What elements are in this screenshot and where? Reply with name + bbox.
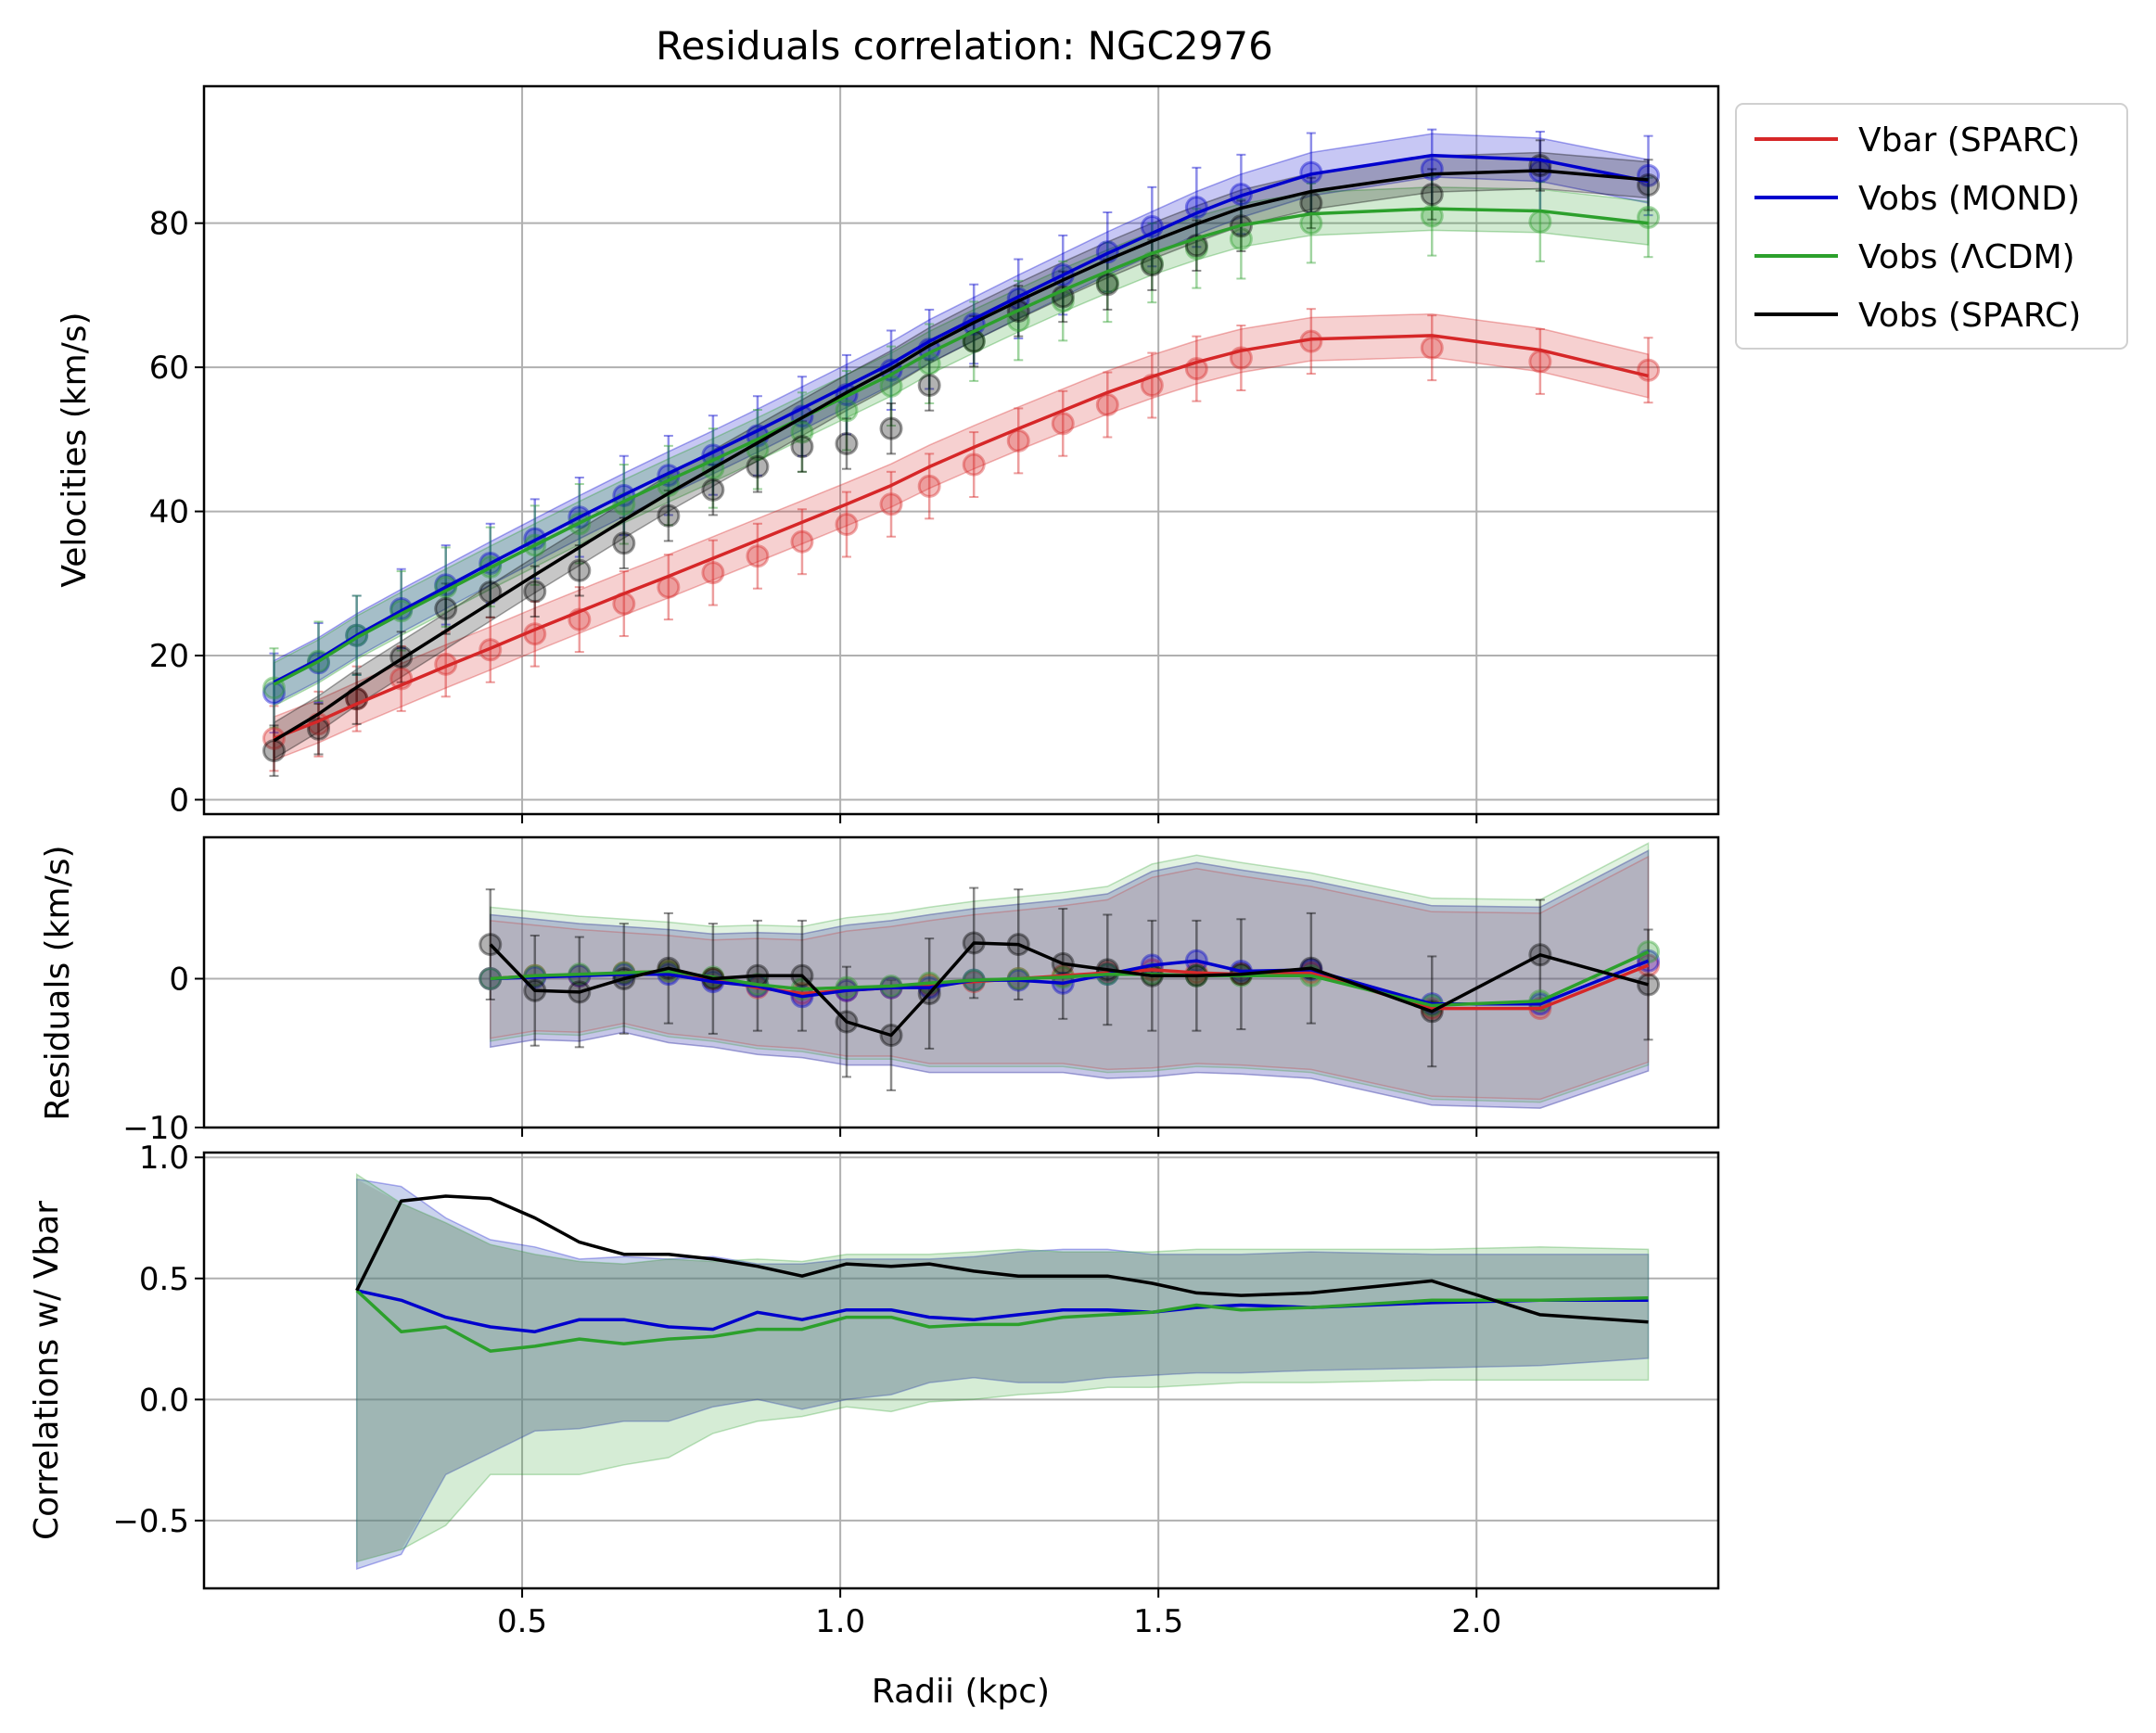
point-vobs-sparc bbox=[523, 580, 547, 604]
point-vobs-sparc bbox=[746, 454, 770, 478]
point-vbar-sparc bbox=[1006, 428, 1030, 452]
point-vbar-sparc bbox=[701, 561, 725, 585]
velocities-grid bbox=[204, 86, 1718, 823]
line-vobs-sparc bbox=[273, 169, 1649, 743]
y-tick-label: 0.0 bbox=[139, 1382, 189, 1419]
point-vobs-sparc bbox=[657, 503, 681, 528]
legend: Vbar (SPARC) Vobs (MOND) Vobs (ΛCDM) Vobs (… bbox=[1735, 103, 2128, 350]
point-vbar-sparc bbox=[746, 544, 770, 568]
point-vobs-cdm bbox=[1229, 227, 1253, 251]
correlations-ylabel: Correlations w/ Vbar bbox=[28, 1201, 66, 1540]
point-vobs-sparc bbox=[612, 531, 636, 555]
band-vobs-sparc bbox=[273, 151, 1650, 760]
velocities-panel: 0 20 40 60 80 Velocities (km/s) bbox=[56, 84, 1720, 823]
legend-box bbox=[1735, 103, 2128, 350]
x-axis-label: Radii (kpc) bbox=[872, 1673, 1050, 1711]
residual-band bbox=[490, 849, 1650, 1109]
point-vbar-sparc bbox=[1051, 412, 1075, 436]
line-vobs-sparc bbox=[489, 941, 1649, 1038]
legend-label-vobs-sparc: Vobs (SPARC) bbox=[1858, 297, 2081, 335]
point-vobs-sparc bbox=[1095, 273, 1119, 297]
line-vobs-mond bbox=[273, 153, 1649, 684]
y-tick-label: −10 bbox=[122, 1110, 189, 1147]
point-vbar-sparc bbox=[962, 452, 986, 477]
y-tick-label: −0.5 bbox=[112, 1503, 189, 1540]
band-vbar-sparc bbox=[273, 312, 1650, 761]
band-vobs-mond bbox=[273, 133, 1650, 706]
line-vobs-sparc bbox=[355, 1194, 1649, 1324]
y-tick-label: 0 bbox=[169, 961, 189, 998]
correlations-y-ticks: −0.5 0.0 0.5 1.0 bbox=[112, 1140, 204, 1540]
point-vobs-cdm bbox=[1637, 940, 1661, 964]
point-vobs-cdm bbox=[1637, 205, 1661, 229]
band-overlap bbox=[356, 1179, 1649, 1562]
point-vobs-sparc bbox=[1299, 191, 1323, 215]
y-tick-label: 1.0 bbox=[139, 1140, 189, 1177]
point-vobs-sparc bbox=[568, 558, 592, 582]
residuals-y-ticks: 0 −10 bbox=[122, 961, 204, 1147]
point-vobs-sparc bbox=[835, 432, 859, 456]
correlations-grid bbox=[204, 1153, 1718, 1598]
band-vobs-cdm bbox=[273, 186, 1650, 707]
point-vbar-sparc bbox=[917, 474, 941, 498]
y-tick-label: 80 bbox=[149, 206, 189, 243]
legend-label-vobs-mond: Vobs (MOND) bbox=[1858, 180, 2080, 218]
point-vobs-cdm bbox=[790, 420, 814, 444]
velocities-frame bbox=[202, 84, 1720, 816]
correlations-bands bbox=[355, 1173, 1650, 1571]
correlations-frame bbox=[202, 1151, 1720, 1590]
velocities-lines bbox=[273, 153, 1649, 743]
correlations-panel: −0.5 0.0 0.5 1.0 Correlations w/ Vbar bbox=[28, 1140, 1720, 1598]
y-tick-label: 60 bbox=[149, 350, 189, 387]
x-tick-label: 0.5 bbox=[497, 1603, 547, 1640]
point-vobs-sparc bbox=[262, 739, 286, 763]
residuals-panel: 0 −10 Residuals (km/s) bbox=[39, 835, 1720, 1147]
point-vbar-sparc bbox=[879, 492, 903, 516]
point-vbar-sparc bbox=[1095, 393, 1119, 417]
band-vobs-mond bbox=[355, 1178, 1650, 1571]
point-vobs-cdm bbox=[1420, 204, 1444, 228]
velocities-ylabel: Velocities (km/s) bbox=[56, 312, 94, 587]
point-vbar-sparc bbox=[262, 726, 286, 750]
line-vobs-cdm bbox=[355, 1289, 1649, 1353]
point-vbar-sparc bbox=[790, 529, 814, 554]
velocities-bands bbox=[273, 133, 1650, 761]
line-vobs-mond bbox=[356, 1289, 1649, 1333]
point-vbar-sparc bbox=[1420, 336, 1444, 360]
line-vobs-cdm bbox=[273, 207, 1649, 686]
velocities-y-ticks: 0 20 40 60 80 bbox=[149, 206, 204, 819]
y-tick-label: 40 bbox=[149, 494, 189, 531]
residual-band bbox=[490, 849, 1650, 1109]
point-vobs-cdm bbox=[1528, 210, 1552, 234]
y-tick-label: 0 bbox=[169, 782, 189, 819]
x-ticks: 0.5 1.0 1.5 2.0 bbox=[497, 1603, 1501, 1640]
point-vbar-sparc bbox=[1528, 350, 1552, 374]
residuals-ylabel: Residuals (km/s) bbox=[39, 845, 77, 1120]
x-tick-label: 1.0 bbox=[815, 1603, 865, 1640]
point-vobs-sparc bbox=[917, 374, 941, 398]
x-tick-label: 2.0 bbox=[1451, 1603, 1501, 1640]
x-tick-label: 1.5 bbox=[1133, 1603, 1183, 1640]
residuals-frame bbox=[202, 835, 1720, 1129]
line-vbar-sparc bbox=[273, 334, 1649, 741]
residuals-lines bbox=[489, 941, 1650, 1038]
residual-band bbox=[490, 842, 1650, 1103]
correlations-lines bbox=[355, 1194, 1649, 1353]
point-vobs-sparc bbox=[1637, 973, 1661, 997]
chart-title: Residuals correlation: NGC2976 bbox=[656, 23, 1273, 69]
point-vobs-sparc bbox=[1420, 183, 1444, 207]
point-vobs-sparc bbox=[790, 435, 814, 459]
point-vbar-sparc bbox=[1637, 358, 1661, 382]
point-vobs-sparc bbox=[879, 416, 903, 440]
point-vobs-cdm bbox=[835, 399, 859, 423]
point-vobs-sparc bbox=[434, 596, 458, 620]
point-vbar-sparc bbox=[835, 513, 859, 537]
point-vobs-sparc bbox=[701, 478, 725, 502]
y-tick-label: 0.5 bbox=[139, 1261, 189, 1298]
legend-label-vbar-sparc: Vbar (SPARC) bbox=[1858, 121, 2080, 159]
y-tick-label: 20 bbox=[149, 638, 189, 675]
legend-label-vobs-cdm: Vobs (ΛCDM) bbox=[1858, 238, 2075, 276]
